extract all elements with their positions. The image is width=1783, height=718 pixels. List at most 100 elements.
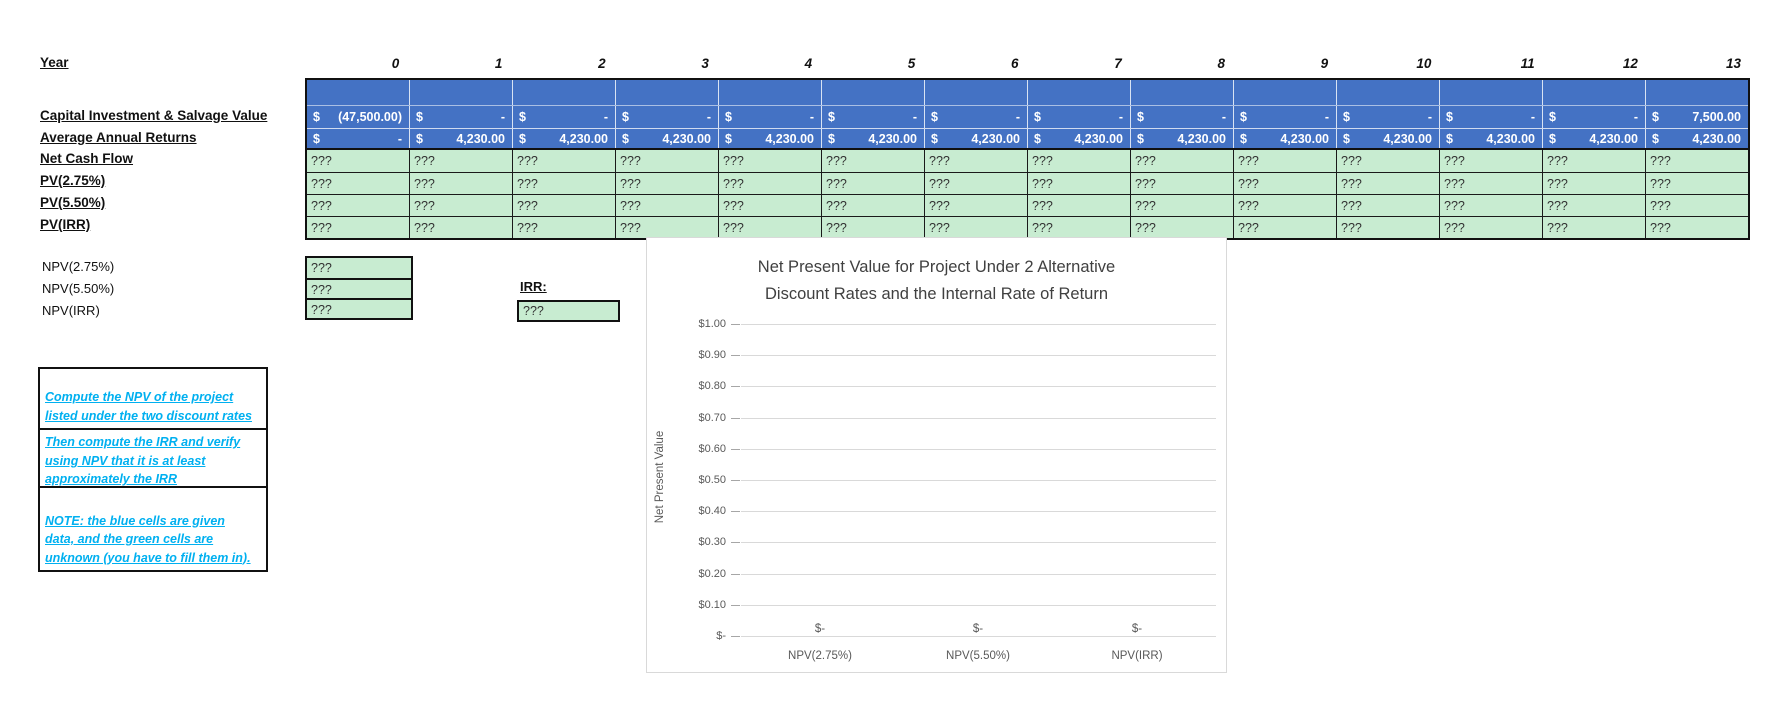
blue-cell[interactable] — [1130, 80, 1233, 105]
green-cell[interactable]: ??? — [821, 194, 924, 216]
green-cell[interactable]: ??? — [821, 216, 924, 238]
green-cell[interactable]: ??? — [1645, 194, 1748, 216]
blue-cell[interactable] — [1645, 80, 1748, 105]
year-header-cell[interactable]: 9 — [1320, 56, 1329, 71]
blue-cell[interactable]: $4,230.00 — [409, 129, 512, 148]
green-cell[interactable]: ??? — [1336, 172, 1439, 194]
blue-cell[interactable] — [924, 80, 1027, 105]
green-cell[interactable]: ??? — [1645, 172, 1748, 194]
year-header-cell[interactable]: 10 — [1416, 56, 1432, 71]
green-cell[interactable]: ??? — [1542, 150, 1645, 172]
green-cell[interactable]: ??? — [1027, 150, 1130, 172]
green-cell[interactable]: ??? — [307, 172, 409, 194]
green-cell[interactable]: ??? — [1233, 194, 1336, 216]
green-cell[interactable]: ??? — [307, 194, 409, 216]
green-cell[interactable]: ??? — [1130, 194, 1233, 216]
blue-cell[interactable] — [718, 80, 821, 105]
blue-cell[interactable]: $ - — [1336, 106, 1439, 128]
year-header-cell[interactable]: 8 — [1217, 56, 1225, 71]
blue-cell[interactable]: $4,230.00 — [924, 129, 1027, 148]
blue-cell[interactable]: $ - — [1542, 106, 1645, 128]
green-cell[interactable]: ??? — [1027, 194, 1130, 216]
blue-cell[interactable] — [1233, 80, 1336, 105]
blue-cell[interactable]: $ - — [1439, 106, 1542, 128]
blue-cell[interactable]: $4,230.00 — [718, 129, 821, 148]
green-cell[interactable]: ??? — [512, 150, 615, 172]
npv-cell[interactable]: ??? — [307, 298, 411, 318]
blue-cell[interactable]: $4,230.00 — [1130, 129, 1233, 148]
blue-cell[interactable]: $4,230.00 — [1027, 129, 1130, 148]
green-cell[interactable]: ??? — [1233, 150, 1336, 172]
blue-cell[interactable] — [615, 80, 718, 105]
green-cell[interactable]: ??? — [1542, 194, 1645, 216]
blue-cell[interactable] — [821, 80, 924, 105]
green-cell[interactable]: ??? — [512, 172, 615, 194]
blue-cell[interactable]: $4,230.00 — [1645, 129, 1748, 148]
blue-cell[interactable]: $ - — [1130, 106, 1233, 128]
green-cell[interactable]: ??? — [1542, 216, 1645, 238]
green-cell[interactable]: ??? — [1439, 216, 1542, 238]
npv-cell[interactable]: ??? — [311, 261, 332, 275]
year-header-cell[interactable]: 11 — [1520, 56, 1535, 71]
blue-cell[interactable]: $ - — [924, 106, 1027, 128]
year-header-cell[interactable]: 1 — [494, 56, 503, 71]
blue-cell[interactable] — [307, 80, 409, 105]
year-header-cell[interactable]: 2 — [598, 56, 606, 71]
blue-cell[interactable]: $ - — [409, 106, 512, 128]
blue-cell[interactable] — [1439, 80, 1542, 105]
green-cell[interactable]: ??? — [1336, 150, 1439, 172]
green-cell[interactable]: ??? — [821, 172, 924, 194]
green-cell[interactable]: ??? — [512, 194, 615, 216]
green-cell[interactable]: ??? — [1233, 172, 1336, 194]
green-cell[interactable]: ??? — [512, 216, 615, 238]
green-cell[interactable]: ??? — [718, 216, 821, 238]
green-cell[interactable]: ??? — [1645, 216, 1748, 238]
green-cell[interactable]: ??? — [1027, 216, 1130, 238]
green-cell[interactable]: ??? — [924, 194, 1027, 216]
green-cell[interactable]: ??? — [409, 216, 512, 238]
green-cell[interactable]: ??? — [1130, 216, 1233, 238]
npv-chart[interactable]: Net Present Value for Project Under 2 Al… — [646, 237, 1227, 673]
green-cell[interactable]: ??? — [1130, 150, 1233, 172]
green-cell[interactable]: ??? — [615, 150, 718, 172]
blue-cell[interactable]: $4,230.00 — [1336, 129, 1439, 148]
green-cell[interactable]: ??? — [1645, 150, 1748, 172]
year-header-cell[interactable]: 13 — [1726, 56, 1742, 71]
green-cell[interactable]: ??? — [311, 154, 332, 168]
blue-cell[interactable] — [1542, 80, 1645, 105]
green-cell[interactable]: ??? — [1336, 194, 1439, 216]
blue-cell[interactable]: $4,230.00 — [1439, 129, 1542, 148]
blue-cell[interactable] — [512, 80, 615, 105]
green-cell[interactable]: ??? — [1336, 216, 1439, 238]
year-header-cell[interactable]: 6 — [1011, 56, 1019, 71]
green-cell[interactable]: ??? — [1439, 172, 1542, 194]
blue-cell[interactable]: $4,230.00 — [615, 129, 718, 148]
green-cell[interactable]: ??? — [1130, 172, 1233, 194]
blue-cell[interactable] — [1027, 80, 1130, 105]
green-cell[interactable]: ??? — [307, 216, 409, 238]
green-cell[interactable]: ??? — [924, 216, 1027, 238]
green-cell[interactable]: ??? — [409, 172, 512, 194]
green-cell[interactable]: ??? — [1439, 150, 1542, 172]
year-header-cell[interactable]: 5 — [907, 56, 916, 71]
blue-cell[interactable]: $ - — [1233, 106, 1336, 128]
blue-cell[interactable]: $ - — [1027, 106, 1130, 128]
blue-cell[interactable] — [1336, 80, 1439, 105]
green-cell[interactable]: ??? — [409, 150, 512, 172]
year-header-cell[interactable]: 0 — [391, 56, 400, 71]
blue-cell[interactable]: $4,230.00 — [1542, 129, 1645, 148]
green-cell[interactable]: ??? — [409, 194, 512, 216]
year-header-cell[interactable]: 3 — [701, 56, 709, 71]
green-cell[interactable]: ??? — [1233, 216, 1336, 238]
green-cell[interactable]: ??? — [924, 150, 1027, 172]
green-cell[interactable]: ??? — [718, 172, 821, 194]
blue-cell[interactable]: $ - — [821, 106, 924, 128]
green-cell[interactable]: ??? — [718, 150, 821, 172]
green-cell[interactable]: ??? — [615, 172, 718, 194]
green-cell[interactable]: ??? — [924, 172, 1027, 194]
green-cell[interactable]: ??? — [1439, 194, 1542, 216]
blue-cell[interactable]: $4,230.00 — [1233, 129, 1336, 148]
blue-cell[interactable] — [409, 80, 512, 105]
blue-cell[interactable]: $ - — [307, 129, 409, 148]
blue-cell[interactable]: $ - — [512, 106, 615, 128]
